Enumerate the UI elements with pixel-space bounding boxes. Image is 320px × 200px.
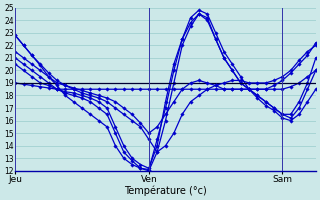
X-axis label: Température (°c): Température (°c) [124, 185, 207, 196]
